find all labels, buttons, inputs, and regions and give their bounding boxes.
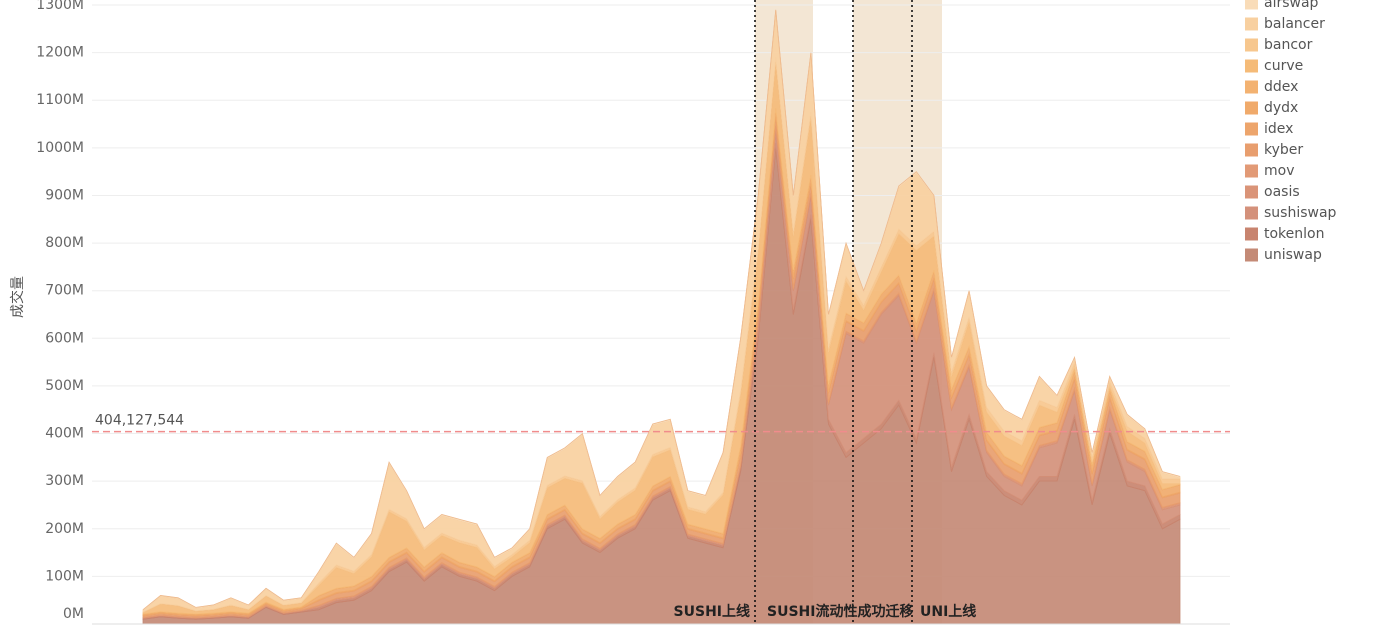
y-tick-label: 1000M xyxy=(36,140,84,156)
legend-label: oasis xyxy=(1264,184,1300,200)
legend-label: tokenlon xyxy=(1264,226,1324,242)
area-edge xyxy=(142,9,1181,611)
legend-label: airswap xyxy=(1264,0,1319,11)
annotation-label: UNI上线 xyxy=(920,603,976,620)
y-tick-label: 700M xyxy=(45,283,84,299)
legend-label: bancor xyxy=(1264,37,1313,53)
legend-label: sushiswap xyxy=(1264,205,1337,221)
legend-label: ddex xyxy=(1264,79,1298,95)
legend-label: balancer xyxy=(1264,16,1325,32)
legend-label: dydx xyxy=(1264,100,1298,116)
y-tick-label: 1300M xyxy=(36,0,84,13)
legend-swatch xyxy=(1245,227,1258,241)
reference-label: 404,127,544 xyxy=(95,413,184,429)
legend-swatch xyxy=(1245,59,1258,73)
legend-swatch xyxy=(1245,17,1258,31)
y-tick-label: 500M xyxy=(45,378,84,394)
y-tick-label: 300M xyxy=(45,473,84,489)
y-tick-label: 800M xyxy=(45,235,84,251)
y-tick-label: 1100M xyxy=(36,92,84,108)
legend-label: idex xyxy=(1264,121,1293,137)
legend-label: kyber xyxy=(1264,142,1303,158)
legend-label: curve xyxy=(1264,58,1303,74)
legend-swatch xyxy=(1245,38,1258,52)
area xyxy=(142,9,1181,612)
y-axis-title: 成交量 xyxy=(9,276,26,318)
legend-swatch xyxy=(1245,164,1258,178)
legend-swatch xyxy=(1245,122,1258,136)
legend-label: mov xyxy=(1264,163,1295,179)
legend-swatch xyxy=(1245,185,1258,199)
legend-swatch xyxy=(1245,206,1258,220)
y-tick-label: 0M xyxy=(63,606,84,622)
legend-swatch xyxy=(1245,248,1258,262)
legend-swatch xyxy=(1245,0,1258,10)
legend-swatch xyxy=(1245,80,1258,94)
y-tick-label: 200M xyxy=(45,521,84,537)
legend-swatch xyxy=(1245,143,1258,157)
legend-swatch xyxy=(1245,101,1258,115)
y-tick-label: 100M xyxy=(45,568,84,584)
y-tick-label: 900M xyxy=(45,187,84,203)
y-tick-label: 1200M xyxy=(36,45,84,61)
legend-label: uniswap xyxy=(1264,247,1322,263)
annotation-label: SUSHI上线 xyxy=(674,603,750,620)
y-tick-label: 400M xyxy=(45,426,84,442)
annotation-label: SUSHI流动性成功迁移 xyxy=(767,603,913,620)
y-tick-label: 600M xyxy=(45,330,84,346)
